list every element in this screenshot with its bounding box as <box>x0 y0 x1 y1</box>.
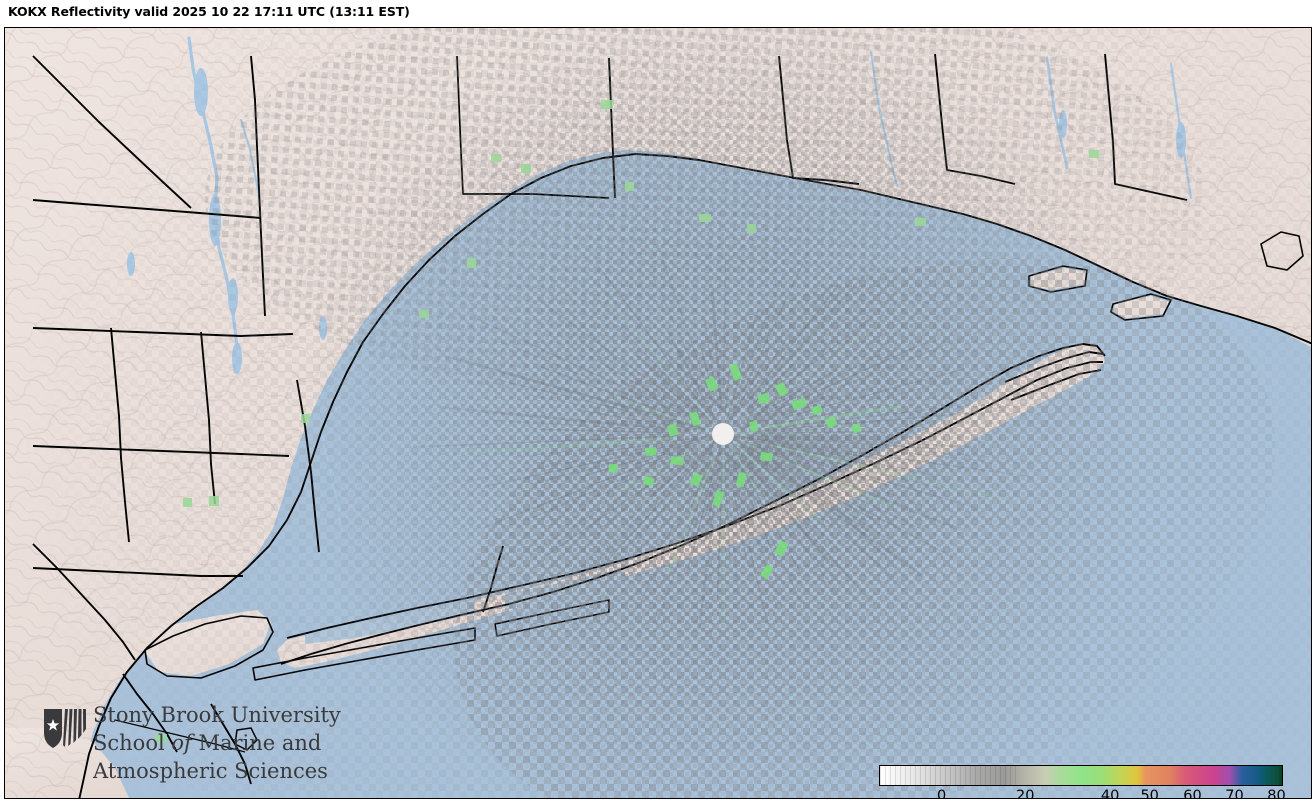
map-canvas[interactable]: Stony Brook University School of Marine … <box>5 28 1311 798</box>
colorbar-tick-0: 0 <box>936 788 947 799</box>
sbu-line-3: Atmospheric Sciences <box>93 759 328 783</box>
colorbar-tick-70: 70 <box>1225 788 1244 799</box>
page-title: KOKX Reflectivity valid 2025 10 22 17:11… <box>8 4 410 19</box>
stony-brook-logo: Stony Brook University School of Marine … <box>41 701 341 793</box>
colorbar-tick-60: 60 <box>1183 788 1202 799</box>
colorbar-tick-80: 80 <box>1267 788 1286 799</box>
colorbar-band-lines <box>880 766 1017 785</box>
colorbar-tick-40: 40 <box>1100 788 1120 799</box>
reflectivity-colorbar: 0 20 40 50 60 70 80 <box>875 761 1287 799</box>
map-frame[interactable]: Stony Brook University School of Marine … <box>4 27 1312 799</box>
sbu-line-2: School of Marine and <box>93 729 341 757</box>
sbu-line-1: Stony Brook University <box>93 703 341 727</box>
echo-green-returns <box>155 100 1099 743</box>
colorbar-box <box>879 765 1283 786</box>
colorbar-tick-20: 20 <box>1016 788 1035 799</box>
colorbar-gradient <box>880 766 1282 785</box>
colorbar-tick-50: 50 <box>1140 788 1159 799</box>
sbu-line-2-b: Marine and <box>191 731 322 755</box>
echo-radial-spokes <box>409 243 1030 629</box>
colorbar-tick-labels: 0 20 40 50 60 70 80 <box>875 788 1287 799</box>
sbu-line-2-italic: of <box>171 731 192 755</box>
sbu-logo-text: Stony Brook University School of Marine … <box>93 701 341 785</box>
sbu-shield-icon <box>44 709 86 748</box>
radar-echo-layer <box>5 28 1311 798</box>
cone-of-silence <box>712 423 734 445</box>
sbu-line-2-a: School <box>93 731 172 755</box>
